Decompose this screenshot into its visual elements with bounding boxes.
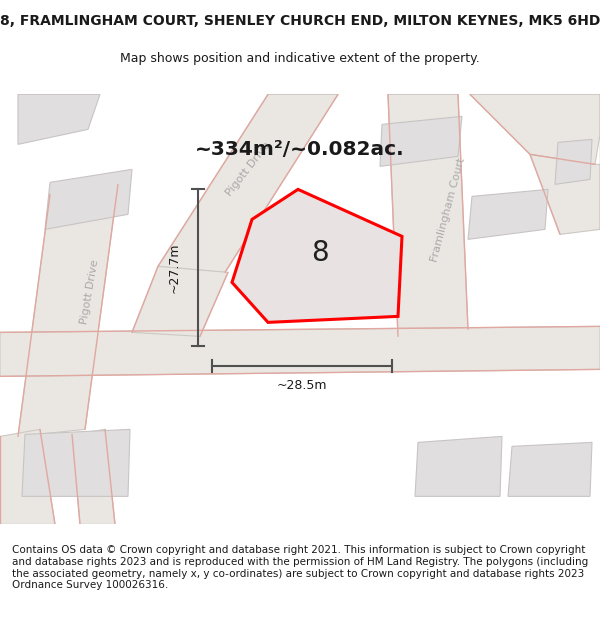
Text: 8, FRAMLINGHAM COURT, SHENLEY CHURCH END, MILTON KEYNES, MK5 6HD: 8, FRAMLINGHAM COURT, SHENLEY CHURCH END… bbox=[0, 14, 600, 28]
Polygon shape bbox=[388, 94, 468, 336]
Polygon shape bbox=[415, 436, 502, 496]
Polygon shape bbox=[0, 326, 600, 376]
Polygon shape bbox=[530, 154, 600, 234]
Polygon shape bbox=[232, 189, 402, 322]
Text: ~27.7m: ~27.7m bbox=[167, 242, 181, 293]
Text: Pigott Drive: Pigott Drive bbox=[79, 259, 101, 326]
Polygon shape bbox=[0, 429, 55, 524]
Text: Pigott Drive: Pigott Drive bbox=[224, 141, 272, 198]
Text: ~28.5m: ~28.5m bbox=[277, 379, 327, 392]
Polygon shape bbox=[158, 94, 338, 272]
Polygon shape bbox=[555, 139, 592, 184]
Polygon shape bbox=[18, 94, 100, 144]
Polygon shape bbox=[132, 266, 228, 336]
Polygon shape bbox=[468, 189, 548, 239]
Text: 8: 8 bbox=[311, 239, 329, 267]
Text: ~334m²/~0.082ac.: ~334m²/~0.082ac. bbox=[195, 140, 405, 159]
Polygon shape bbox=[18, 184, 118, 436]
Polygon shape bbox=[45, 169, 132, 229]
Text: Framlingham Court: Framlingham Court bbox=[429, 156, 467, 262]
Polygon shape bbox=[380, 116, 462, 166]
Polygon shape bbox=[508, 442, 592, 496]
Text: Map shows position and indicative extent of the property.: Map shows position and indicative extent… bbox=[120, 52, 480, 65]
Text: Contains OS data © Crown copyright and database right 2021. This information is : Contains OS data © Crown copyright and d… bbox=[12, 545, 588, 590]
Polygon shape bbox=[22, 429, 130, 496]
Polygon shape bbox=[72, 429, 115, 524]
Polygon shape bbox=[470, 94, 600, 164]
